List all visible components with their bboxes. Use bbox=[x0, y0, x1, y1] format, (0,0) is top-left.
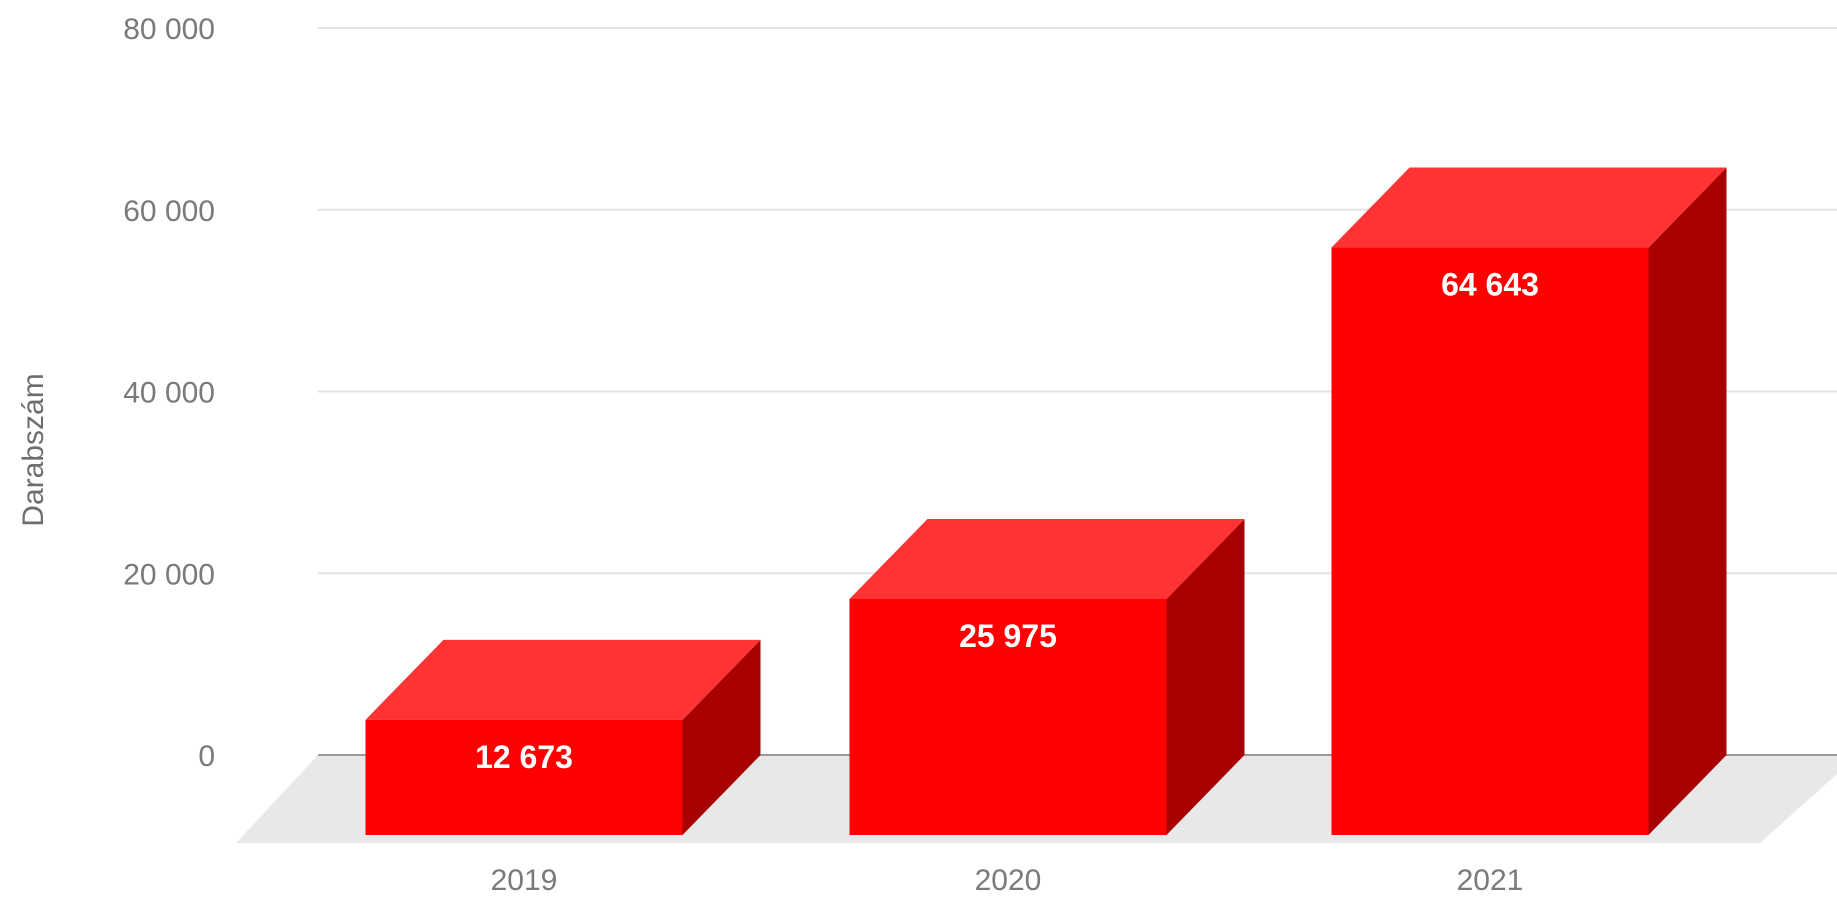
x-tick-label: 2021 bbox=[1457, 864, 1524, 897]
bar-2019: 12 673 bbox=[365, 639, 761, 835]
bar-side-face bbox=[1166, 518, 1245, 835]
bar-front-face bbox=[365, 719, 683, 835]
bar-data-label: 64 643 bbox=[1441, 267, 1539, 303]
bar-2020: 25 975 bbox=[849, 518, 1245, 835]
bar-side-face bbox=[682, 639, 761, 835]
y-tick-label: 60 000 bbox=[123, 195, 215, 228]
bar-top-face bbox=[849, 518, 1245, 599]
bar-front-face bbox=[1331, 247, 1649, 835]
y-tick-label: 40 000 bbox=[123, 377, 215, 410]
bar-2021: 64 643 bbox=[1331, 167, 1727, 835]
bar-side-face bbox=[1648, 167, 1727, 835]
bar-top-face bbox=[1331, 167, 1727, 248]
y-tick-label: 0 bbox=[198, 740, 215, 773]
y-axis-tick-labels: 0 20 000 40 000 60 000 80 000 bbox=[123, 13, 215, 773]
y-axis-title: Darabszám bbox=[17, 373, 50, 526]
bars: 12 673 25 975 64 643 bbox=[365, 167, 1727, 835]
bar-data-label: 25 975 bbox=[959, 618, 1057, 654]
x-tick-label: 2019 bbox=[491, 864, 558, 897]
x-axis-tick-labels: 2019 2020 2021 bbox=[491, 864, 1524, 897]
y-tick-label: 80 000 bbox=[123, 13, 215, 46]
bar-front-face bbox=[849, 598, 1167, 835]
y-tick-label: 20 000 bbox=[123, 558, 215, 591]
x-tick-label: 2020 bbox=[975, 864, 1042, 897]
bar-top-face bbox=[365, 639, 761, 720]
bar-data-label: 12 673 bbox=[475, 739, 573, 775]
